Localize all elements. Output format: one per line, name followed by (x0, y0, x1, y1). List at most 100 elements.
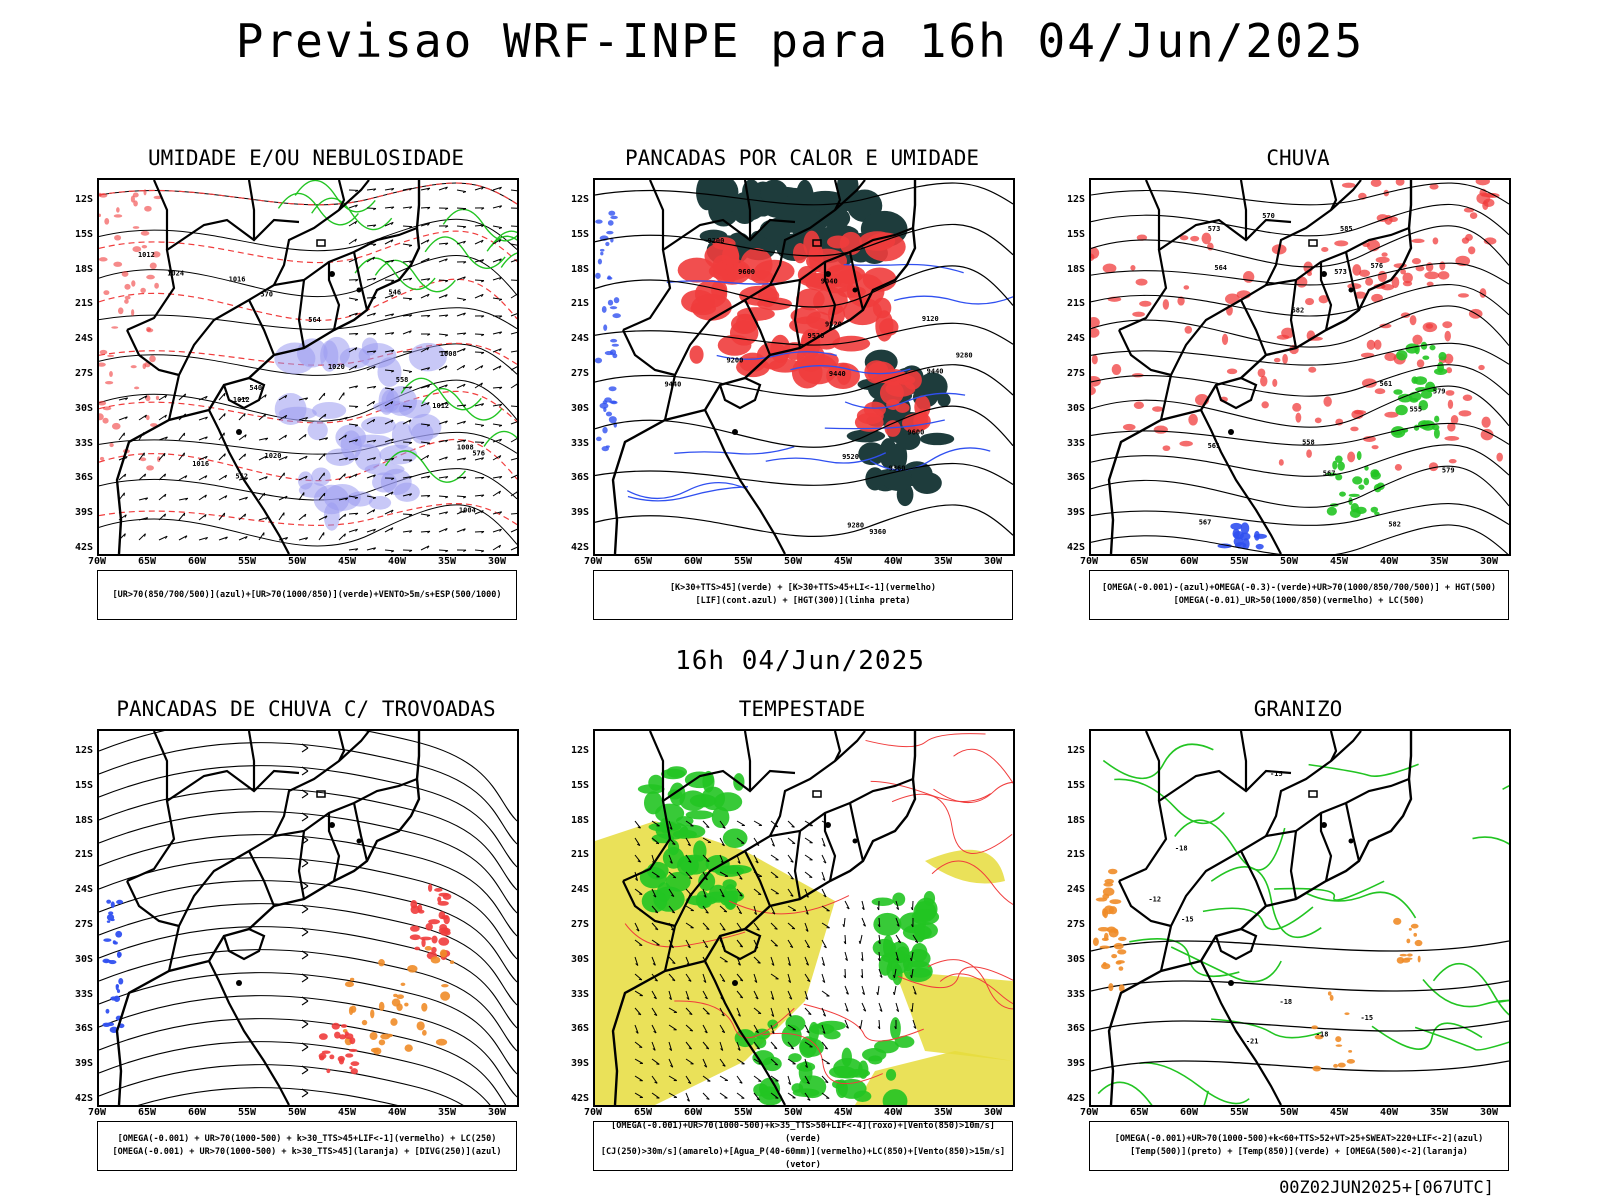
map-canvas: 9600960095209520952094409440944093609360… (595, 180, 1013, 554)
latitude-tick-label: 15S (1066, 779, 1085, 791)
svg-text:564: 564 (308, 316, 321, 324)
longitude-tick-label: 40W (883, 1107, 903, 1118)
latitude-tick-label: 33S (74, 437, 93, 449)
latitude-tick-label: 24S (1066, 884, 1085, 896)
svg-text:-15: -15 (1181, 916, 1194, 924)
map-granizo: -15 -15 -15 -18 -18 -18 -21 -12 (1089, 729, 1511, 1107)
svg-text:567: 567 (1323, 469, 1336, 477)
latitude-tick-label: 24S (570, 333, 589, 345)
panel-title-pancadas-calor: PANCADAS POR CALOR E UMIDADE (624, 146, 979, 170)
longitude-tick-label: 45W (833, 1107, 853, 1118)
latitude-tick-label: 42S (1066, 542, 1085, 553)
latitude-tick-label: 39S (1066, 507, 1085, 519)
legend-pancadas-calor: [K>30+TTS>45](verde) + [K>30+TTS>45+LI<-… (593, 570, 1013, 620)
panel-title-umidade: UMIDADE E/OU NEBULOSIDADE (147, 146, 465, 170)
latitude-tick-label: 30S (74, 402, 93, 414)
longitude-tick-label: 40W (1379, 1107, 1399, 1118)
latitude-tick-label: 27S (570, 368, 589, 379)
legend-line: [OMEGA(-0.001)+UR>70(1000-500)+k<60+TTS>… (1114, 1134, 1484, 1144)
latitude-tick-label: 30S (1066, 402, 1085, 414)
longitude-tick-label: 30W (983, 1107, 1003, 1118)
map-chuva: 585 582 579 576 573 570 567 564 561 558 555 582 579 5… (1089, 178, 1511, 556)
latitude-tick-label: 30S (570, 402, 589, 414)
latitude-tick-label: 39S (570, 1058, 589, 1070)
svg-text:1020: 1020 (328, 363, 345, 371)
latitude-tick-label: 36S (570, 472, 589, 484)
map-umidade: 1012 1012 1016 1020 1024 1008 1004 1012 1008 1016… (97, 178, 519, 556)
longitude-tick-label: 50W (287, 1107, 307, 1118)
longitude-tick-label: 55W (237, 1107, 257, 1118)
svg-text:9520: 9520 (825, 320, 842, 328)
longitude-tick-label: 50W (1279, 1107, 1299, 1118)
map-canvas: -15 -15 -15 -18 -18 -18 -21 -12 (1091, 731, 1509, 1105)
longitude-tick-label: 65W (633, 556, 653, 567)
svg-text:9520: 9520 (807, 332, 824, 340)
latitude-tick-label: 24S (74, 333, 93, 345)
svg-text:1024: 1024 (167, 270, 184, 278)
longitude-tick-label: 55W (1229, 556, 1249, 567)
legend-granizo: [OMEGA(-0.001)+UR>70(1000-500)+k<60+TTS>… (1089, 1121, 1509, 1171)
map-canvas (99, 731, 517, 1105)
svg-text:-21: -21 (1246, 1037, 1259, 1045)
svg-text:558: 558 (1302, 438, 1315, 446)
latitude-tick-label: 42S (570, 1093, 589, 1104)
longitude-tick-label: 30W (1479, 556, 1499, 567)
svg-text:9440: 9440 (927, 368, 944, 376)
latitude-tick-label: 33S (1066, 437, 1085, 449)
latitude-tick-label: 42S (74, 1093, 93, 1104)
svg-text:546: 546 (388, 288, 401, 296)
panel-title-trovoadas: PANCADAS DE CHUVA C/ TROVOADAS (116, 697, 496, 721)
legend-line: [UR>70(850/700/500)](azul)+[UR>70(1000/8… (112, 589, 502, 600)
longitude-tick-label: 55W (733, 556, 753, 567)
longitude-tick-label: 60W (1179, 1107, 1199, 1118)
latitude-tick-label: 36S (1066, 1023, 1085, 1035)
longitude-tick-label: 35W (437, 1107, 457, 1118)
latitude-tick-label: 18S (570, 814, 589, 826)
latitude-tick-label: 12S (74, 745, 93, 756)
svg-text:555: 555 (1409, 405, 1422, 413)
svg-text:-18: -18 (1175, 844, 1188, 852)
svg-text:1004: 1004 (459, 506, 476, 514)
svg-text:-18: -18 (1316, 1031, 1329, 1039)
legend-line: [LIF](cont.azul) + [HGT(300)](linha pret… (695, 596, 911, 606)
longitude-tick-label: 45W (833, 556, 853, 567)
svg-text:1016: 1016 (192, 460, 209, 468)
svg-text:579: 579 (1442, 466, 1455, 474)
legend-chuva: [OMEGA(-0.001)-(azul)+OMEGA(-0.3)-(verde… (1089, 570, 1509, 620)
longitude-tick-label: 60W (683, 556, 703, 567)
longitude-tick-label: 30W (983, 556, 1003, 567)
legend-line: [Temp(500)](preto) + [Temp(850)](verde) … (1130, 1147, 1468, 1157)
svg-text:9600: 9600 (738, 268, 755, 276)
svg-text:-15: -15 (1360, 1014, 1373, 1022)
run-info-footer: 00Z02JUN2025+[067UTC] (1279, 1178, 1494, 1198)
svg-text:585: 585 (1340, 225, 1353, 233)
latitude-tick-label: 33S (74, 988, 93, 1000)
svg-text:-12: -12 (1148, 896, 1161, 904)
longitude-tick-label: 60W (1179, 556, 1199, 567)
longitude-tick-label: 30W (487, 1107, 507, 1118)
latitude-tick-label: 12S (74, 194, 93, 205)
latitude-tick-label: 33S (570, 988, 589, 1000)
svg-text:540: 540 (249, 384, 262, 392)
map-tempestade (593, 729, 1015, 1107)
legend-line: [CJ(250)>30m/s](amarelo)+[Agua_P(40-60mm… (600, 1147, 1006, 1170)
latitude-tick-label: 36S (570, 1023, 589, 1035)
latitude-tick-label: 18S (570, 263, 589, 275)
latitude-tick-label: 39S (74, 1058, 93, 1070)
latitude-tick-label: 21S (74, 298, 93, 310)
longitude-tick-label: 45W (337, 556, 357, 567)
longitude-tick-label: 70W (583, 556, 603, 567)
longitude-tick-label: 30W (487, 556, 507, 567)
map-pancadas-calor: 9600 9600 9520 9520 9520 9440 9440 9440 9360 9360… (593, 178, 1015, 556)
longitude-tick-label: 50W (783, 1107, 803, 1118)
longitude-tick-label: 50W (783, 556, 803, 567)
latitude-tick-label: 42S (1066, 1093, 1085, 1104)
longitude-tick-label: 45W (1329, 1107, 1349, 1118)
longitude-tick-label: 40W (387, 556, 407, 567)
longitude-tick-label: 55W (733, 1107, 753, 1118)
longitude-tick-label: 40W (883, 556, 903, 567)
svg-text:561: 561 (1208, 442, 1221, 450)
longitude-tick-label: 70W (87, 1107, 107, 1118)
longitude-tick-label: 40W (387, 1107, 407, 1118)
latitude-tick-label: 12S (1066, 745, 1085, 756)
